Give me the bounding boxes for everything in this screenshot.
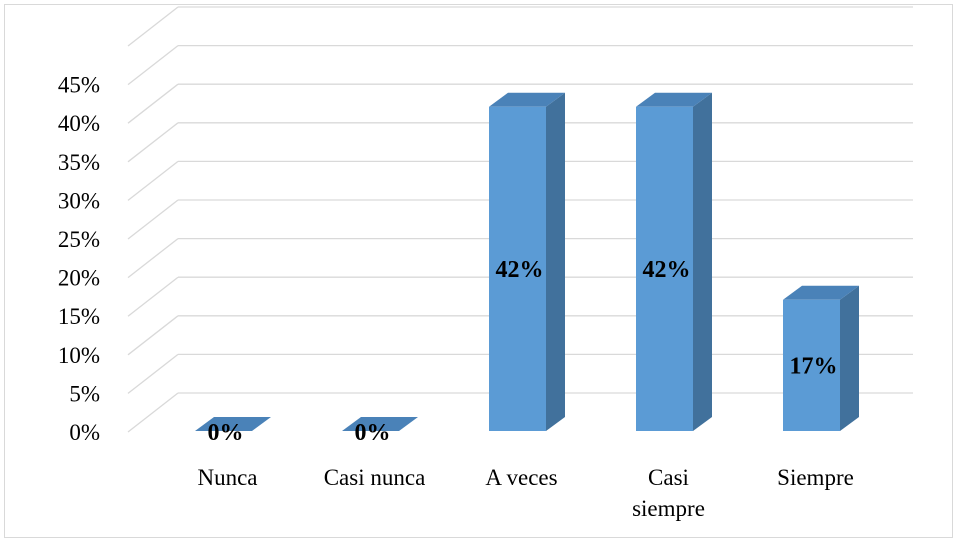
data-label: 0% — [355, 420, 391, 446]
x-tick-label: Nunca — [197, 465, 257, 490]
gridline-depth — [127, 6, 179, 47]
gridline-depth — [127, 45, 179, 86]
gridline-depth — [127, 83, 179, 124]
data-label: 42% — [496, 257, 544, 283]
gridline-depth — [127, 353, 179, 394]
y-tick-label: 35% — [58, 150, 100, 175]
y-tick-label: 20% — [58, 266, 100, 291]
y-tick-label: 5% — [69, 381, 100, 406]
gridline-depth — [127, 315, 179, 356]
bar-side — [840, 285, 859, 431]
y-tick-label: 0% — [69, 420, 100, 445]
x-tick-label: siempre — [632, 496, 705, 521]
bar — [489, 106, 546, 431]
gridline-depth — [127, 238, 179, 279]
bar-side — [693, 92, 712, 431]
bar — [636, 106, 693, 431]
x-tick-label: Casi nunca — [324, 465, 426, 490]
bar-top — [489, 92, 565, 107]
bar-top — [636, 92, 712, 107]
y-tick-label: 40% — [58, 111, 100, 136]
bar-top — [195, 417, 271, 431]
bar — [783, 299, 840, 431]
x-tick-label: Siempre — [777, 465, 854, 490]
data-label: 42% — [643, 257, 691, 283]
gridline-depth — [127, 276, 179, 317]
y-tick-label: 10% — [58, 343, 100, 368]
x-tick-label: Casi — [648, 465, 689, 490]
y-tick-label: 30% — [58, 188, 100, 213]
data-label: 17% — [790, 353, 838, 379]
y-tick-label: 25% — [58, 227, 100, 252]
y-tick-label: 15% — [58, 304, 100, 329]
chart-frame — [4, 4, 953, 538]
y-tick-label: 45% — [58, 73, 100, 98]
gridline-depth — [127, 392, 179, 433]
gridline-depth — [127, 122, 179, 163]
bar-top — [783, 285, 859, 300]
bar-side — [546, 92, 565, 431]
gridline-depth — [127, 160, 179, 201]
data-label: 0% — [208, 420, 244, 446]
x-tick-label: A veces — [485, 465, 557, 490]
bar-top — [342, 417, 418, 431]
gridline-depth — [127, 199, 179, 240]
